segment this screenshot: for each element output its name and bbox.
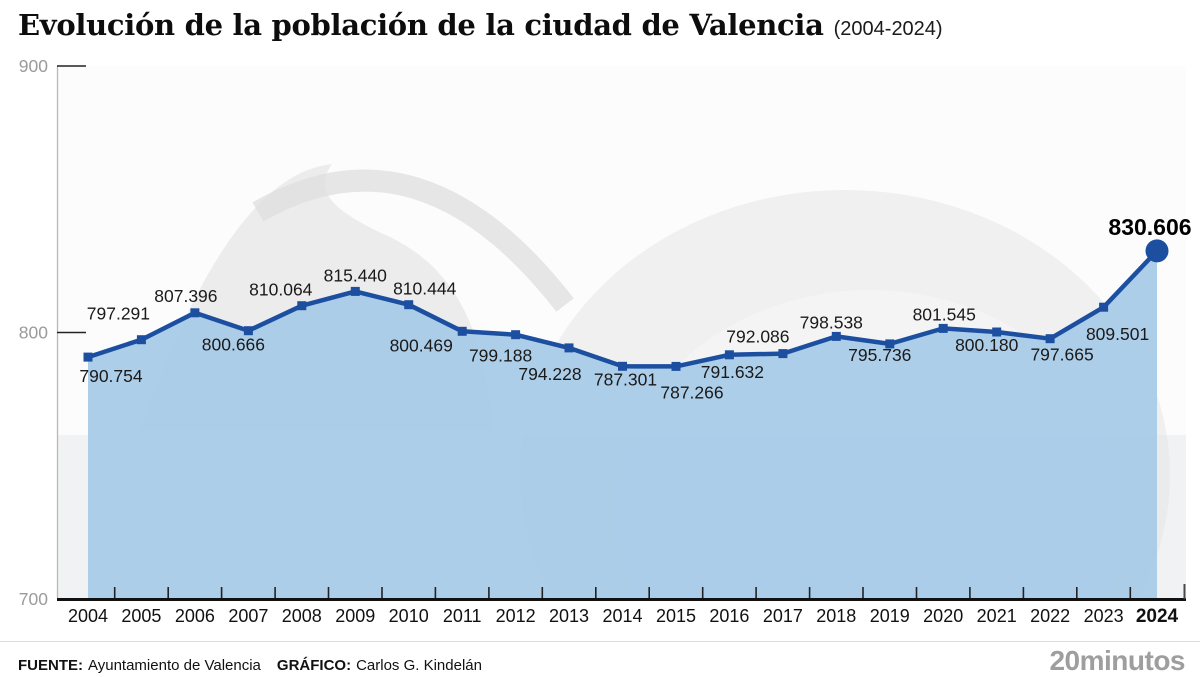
x-axis-year-label: 2004 <box>68 606 108 626</box>
label-layer: 700 800 900 2004 2005 2006 2007 2008 2009 2010 201… <box>19 56 1192 627</box>
credit-text: Carlos G. Kindelán <box>356 657 482 674</box>
x-axis-year-label: 2018 <box>816 606 856 626</box>
x-axis-year-label: 2016 <box>709 606 749 626</box>
source-text: Ayuntamiento de Valencia <box>88 657 261 674</box>
data-point-label: 787.266 <box>660 382 723 402</box>
data-point-marker <box>404 300 414 310</box>
data-point-label: 815.440 <box>324 265 388 285</box>
data-point-label: 810.444 <box>393 279 457 299</box>
data-point-marker <box>831 331 841 341</box>
data-point-marker <box>618 361 627 371</box>
data-point-label: 797.665 <box>1030 345 1093 365</box>
data-point-marker <box>297 301 307 311</box>
data-point-marker <box>724 350 734 360</box>
y-tick-label: 900 <box>19 56 48 76</box>
x-axis-year-label: 2012 <box>496 606 536 626</box>
x-axis-year-label: 2010 <box>389 606 429 626</box>
chart-title: Evolución de la población de la ciudad d… <box>18 8 824 42</box>
x-axis-year-label: 2013 <box>549 606 589 626</box>
data-point-label: 795.736 <box>848 345 911 365</box>
axis-layer <box>56 65 1186 601</box>
x-axis-year-label: 2015 <box>656 606 696 626</box>
data-point-marker <box>457 326 467 336</box>
data-point-label: 800.666 <box>202 335 265 355</box>
credits: FUENTE: Ayuntamiento de Valencia GRÁFICO: C… <box>18 649 482 674</box>
data-point-marker <box>885 339 895 349</box>
x-axis-year-label: 2019 <box>870 606 910 626</box>
x-axis-year-label: 2011 <box>443 606 482 626</box>
x-axis-year-label: 2007 <box>228 606 268 626</box>
background-arc <box>252 169 574 312</box>
data-point-marker <box>511 330 521 340</box>
data-point-marker <box>671 361 681 371</box>
data-point-marker-final <box>1145 239 1169 263</box>
data-point-label: 798.538 <box>800 312 863 332</box>
credit-label: GRÁFICO: <box>276 657 352 674</box>
data-point-marker <box>350 286 360 296</box>
data-point-marker <box>992 327 1002 337</box>
data-point-label: 807.396 <box>154 286 217 306</box>
data-point-marker <box>136 335 146 345</box>
x-axis-year-label: 2023 <box>1084 606 1124 626</box>
data-point-marker <box>190 308 200 318</box>
data-point-label: 800.469 <box>390 335 453 355</box>
data-point-label: 787.301 <box>594 369 657 389</box>
data-point-marker <box>1045 334 1055 344</box>
x-axis-year-label: 2021 <box>977 606 1017 626</box>
x-axis-year-label: 2017 <box>763 606 803 626</box>
data-point-marker <box>243 326 253 336</box>
data-point-marker <box>1099 302 1109 312</box>
x-axis-year-label: 2024 <box>1136 606 1179 627</box>
data-point-label: 800.180 <box>955 335 1019 355</box>
source-label: FUENTE: <box>18 657 83 674</box>
x-axis-year-label: 2022 <box>1030 606 1070 626</box>
data-point-marker <box>564 343 574 353</box>
x-axis-year-label: 2014 <box>602 606 642 626</box>
y-tick-label: 800 <box>19 323 48 343</box>
data-point-label: 809.501 <box>1086 324 1149 344</box>
x-axis-year-label: 2005 <box>121 606 161 626</box>
data-point-marker <box>938 323 948 333</box>
data-point-label: 830.606 <box>1108 214 1191 240</box>
publisher-logo: 20minutos <box>1049 645 1185 676</box>
chart-subtitle: (2004-2024) <box>833 18 943 40</box>
data-point-label: 791.632 <box>701 362 764 382</box>
data-point-label: 797.291 <box>87 304 150 324</box>
data-point-marker <box>83 352 93 362</box>
y-tick-label: 700 <box>19 589 48 609</box>
footer: FUENTE: Ayuntamiento de Valencia GRÁFICO: C… <box>18 645 1185 677</box>
area-fill <box>88 250 1157 599</box>
x-axis-year-label: 2020 <box>923 606 963 626</box>
data-point-label: 792.086 <box>726 327 789 347</box>
data-point-label: 801.545 <box>913 304 976 324</box>
series-layer <box>83 239 1169 599</box>
x-axis-year-label: 2009 <box>335 606 375 626</box>
x-axis-year-label: 2008 <box>282 606 322 626</box>
data-point-marker <box>778 349 788 359</box>
x-axis-year-label: 2006 <box>175 606 215 626</box>
data-point-label: 790.754 <box>79 366 143 386</box>
chart-header: Evolución de la población de la ciudad d… <box>18 8 943 42</box>
data-point-label: 799.188 <box>469 346 532 366</box>
footer-divider <box>0 641 1200 642</box>
data-point-label: 810.064 <box>249 280 313 300</box>
data-point-label: 794.228 <box>518 364 581 384</box>
